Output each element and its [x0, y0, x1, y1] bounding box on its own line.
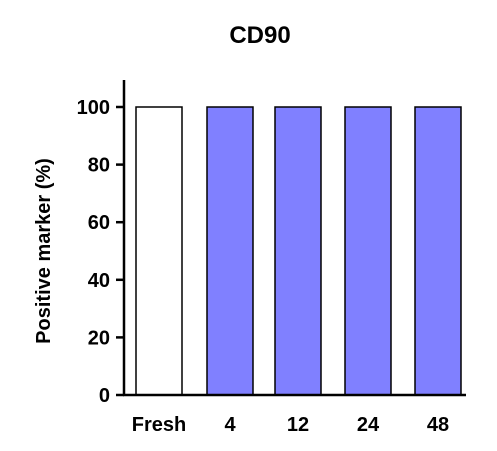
- x-tick-label: 48: [427, 414, 449, 436]
- bar: [344, 106, 392, 396]
- bar: [274, 106, 322, 396]
- x-tick-label: 4: [224, 414, 236, 436]
- plot-area: 0 20 40 60 80 100 Fresh 4 12 24 48: [77, 80, 466, 436]
- y-tick-label: 20: [88, 327, 110, 349]
- bar: [414, 106, 462, 396]
- chart-title: CD90: [229, 22, 290, 49]
- y-tick-label: 100: [77, 97, 110, 119]
- y-tick-label: 0: [99, 385, 110, 407]
- x-tick-label: 24: [357, 414, 380, 436]
- y-tick-label: 80: [88, 155, 110, 177]
- y-tick-label: 40: [88, 270, 110, 292]
- x-tick-label: Fresh: [132, 414, 186, 436]
- bar: [135, 106, 183, 396]
- y-axis-label: Positive marker (%): [33, 158, 55, 344]
- y-tick-label: 60: [88, 212, 110, 234]
- x-tick-label: 12: [287, 414, 309, 436]
- bar: [206, 106, 254, 396]
